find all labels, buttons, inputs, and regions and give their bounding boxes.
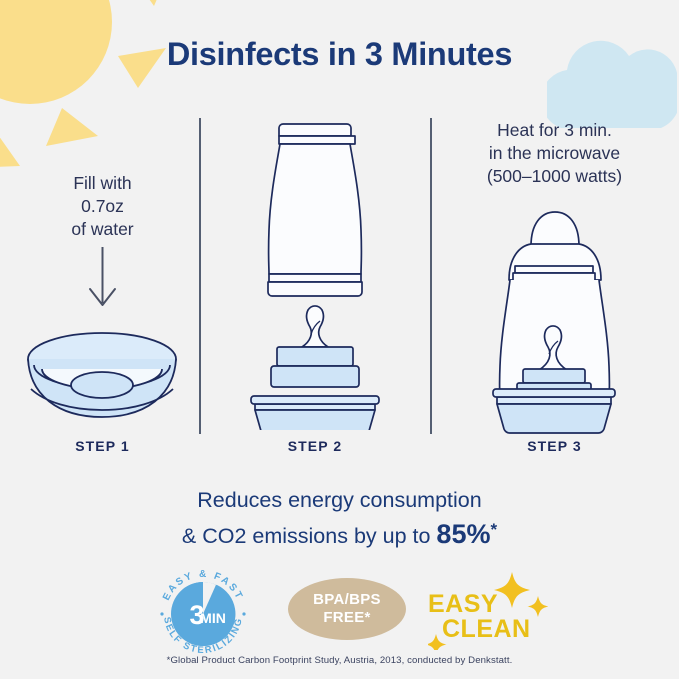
badge-bpa-line-2: FREE*: [323, 609, 371, 626]
badge-bpa-line-1: BPA/BPS: [313, 591, 381, 608]
step-1-caption-line-1: Fill with: [73, 173, 132, 193]
step-1-label: STEP 1: [75, 438, 130, 454]
badge-bpa-oval: [288, 578, 406, 640]
step-2-column: [205, 110, 425, 443]
footnote: *Global Product Carbon Footprint Study, …: [166, 655, 513, 666]
step-3-caption-line-1: Heat for 3 min.: [497, 120, 612, 140]
energy-claim-value: 85%: [436, 519, 491, 550]
cloud-icon: [541, 36, 679, 146]
sun-icon: [0, 0, 192, 190]
step-3-illustration: [437, 188, 672, 443]
badge-3min: EASY & FAST SELF STERILIZING 3 MIN: [155, 566, 251, 662]
step-3-column: Heat for 3 min. in the microwave (500–10…: [437, 110, 672, 443]
column-divider-2: [430, 118, 432, 434]
step-3-caption-line-2: in the microwave: [488, 143, 621, 163]
step-1-caption-line-3: of water: [71, 219, 134, 239]
badge-bpa-bps-free: BPA/BPS FREE*: [288, 578, 406, 640]
badge-3min-number: 3: [189, 600, 204, 630]
step-3-caption-line-3: (500–1000 watts): [486, 166, 623, 186]
energy-claim-asterisk: *: [490, 520, 498, 539]
step-1-column: Fill with 0.7oz of water: [10, 110, 195, 446]
badge-row: EASY & FAST SELF STERILIZING 3 MIN BPA/B…: [0, 566, 679, 656]
energy-claim: Reduces energy consumption & CO2 emissio…: [0, 485, 679, 551]
step-3-label: STEP 3: [527, 438, 582, 454]
step-3-caption: Heat for 3 min. in the microwave (500–10…: [437, 119, 672, 188]
step-1-caption: Fill with 0.7oz of water: [10, 172, 195, 241]
energy-claim-line-1: Reduces energy consumption: [197, 488, 482, 512]
badge-3min-unit: MIN: [200, 610, 226, 626]
badge-easy-clean-line-1: EASY: [428, 590, 499, 618]
page-title: Disinfects in 3 Minutes: [166, 36, 513, 72]
badge-easy-clean: EASY CLEAN: [428, 570, 548, 650]
badge-easy-clean-line-2: CLEAN: [442, 615, 531, 643]
down-arrow-icon: [89, 247, 116, 306]
step-2-illustration: [205, 110, 425, 443]
energy-claim-prefix: & CO2 emissions by up to: [181, 524, 437, 549]
step-1-caption-line-2: 0.7oz: [81, 196, 124, 216]
column-divider-1: [199, 118, 201, 434]
step-2-label: STEP 2: [287, 438, 343, 454]
sparkle-icon: [428, 572, 548, 650]
energy-claim-line-2: & CO2 emissions by up to 85%*: [0, 515, 679, 551]
step-1-illustration: [10, 241, 195, 446]
